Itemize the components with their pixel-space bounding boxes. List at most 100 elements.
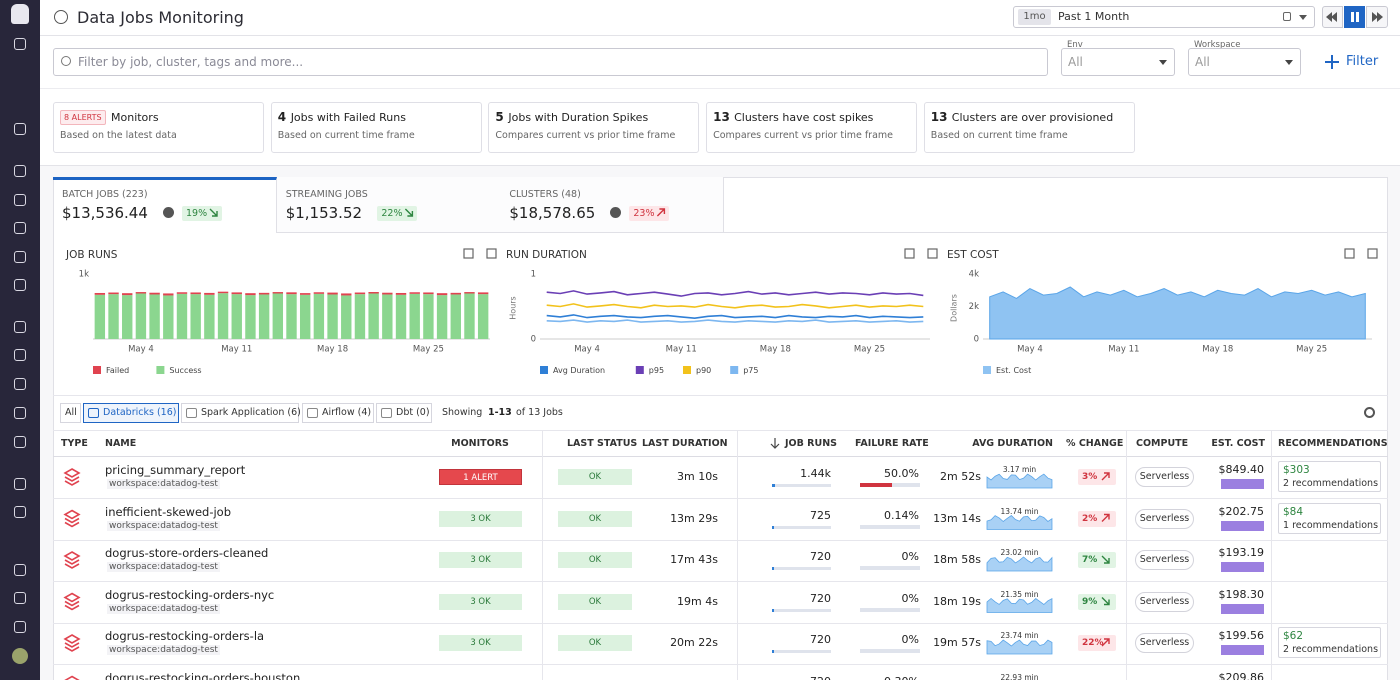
pause-button[interactable]: [1344, 6, 1365, 28]
page-title: Data Jobs Monitoring: [77, 8, 244, 27]
sidebar-icon: [14, 564, 26, 576]
runs-bar-fill: [772, 609, 774, 612]
summary-card[interactable]: [706, 102, 917, 153]
search-icon: [61, 56, 71, 66]
job-name[interactable]: pricing_summary_report: [105, 463, 245, 477]
recommendation-text: 1 recommendations: [1283, 520, 1378, 531]
time-badge: 1mo: [1018, 9, 1051, 25]
column-header[interactable]: LAST STATUS: [567, 438, 637, 449]
caret: [1159, 60, 1167, 65]
failure-bar: [860, 649, 920, 653]
column-header[interactable]: TYPE: [61, 438, 88, 449]
row-rule: [53, 664, 1388, 665]
sidebar-icon: [14, 506, 26, 518]
sidebar-icon: [14, 251, 26, 263]
card-title: Monitors: [111, 111, 159, 124]
sparkline-label: 23.02 min: [987, 548, 1052, 557]
select-value: All: [1068, 55, 1083, 69]
rewind-button[interactable]: [1322, 6, 1343, 28]
job-runs: 720: [740, 592, 831, 605]
pin-icon: [1283, 12, 1291, 21]
sidebar-icon: [14, 621, 26, 633]
column-header[interactable]: % CHANGE: [1066, 438, 1123, 449]
column-header[interactable]: FAILURE RATE: [855, 438, 929, 449]
showing-text: Showing: [442, 407, 482, 418]
sidebar-icon: [14, 407, 26, 419]
filters-rule: [40, 88, 1400, 89]
sidebar-icon: [14, 279, 26, 291]
table-rule: [53, 430, 1388, 431]
failure-rate: 0%: [840, 592, 919, 605]
failure-bar-fill: [860, 483, 892, 487]
summary-card[interactable]: [488, 102, 699, 153]
workspace-tag: workspace:datadog-test: [107, 479, 220, 489]
tab-label: BATCH JOBS (223): [62, 189, 148, 200]
est-cost: $202.75: [1190, 505, 1264, 518]
column-header[interactable]: LAST DURATION: [642, 438, 728, 449]
avg-duration: 2m 52s: [920, 470, 981, 483]
recommendation-text: 2 recommendations: [1283, 644, 1378, 655]
column-header[interactable]: JOB RUNS: [785, 438, 837, 449]
job-name[interactable]: inefficient-skewed-job: [105, 505, 231, 519]
est-cost: $198.30: [1190, 588, 1264, 601]
card-subtitle: Based on current time frame: [278, 130, 415, 141]
failure-bar: [860, 525, 920, 529]
recommendation-text: 2 recommendations: [1283, 478, 1378, 489]
job-runs: 1.44k: [740, 467, 831, 480]
tab-value: $13,536.44: [62, 204, 148, 222]
compute-pill: Serverless: [1135, 509, 1194, 529]
monitor-badge: 3 OK: [439, 635, 522, 651]
filter-tab-label: Databricks (16): [103, 407, 176, 418]
last-duration: 19m 4s: [620, 595, 718, 608]
header-rule: [53, 456, 1388, 457]
avg-duration: 13m 14s: [920, 512, 981, 525]
change-badge: 22%: [377, 206, 417, 221]
column-header[interactable]: NAME: [105, 438, 136, 449]
card-subtitle: Compares current vs prior time frame: [495, 130, 675, 141]
row-rule: [53, 498, 1388, 499]
settings-icon[interactable]: [1364, 407, 1375, 418]
column-header[interactable]: RECOMMENDATIONS: [1278, 438, 1388, 449]
header-icon: [54, 10, 68, 24]
forward-button[interactable]: [1366, 6, 1388, 28]
column-header[interactable]: MONITORS: [420, 438, 540, 449]
avatar: [12, 648, 28, 664]
job-name[interactable]: dogrus-store-orders-cleaned: [105, 546, 268, 560]
time-range: Past 1 Month: [1058, 10, 1129, 23]
recommendation-amount: $84: [1283, 506, 1303, 518]
column-divider: [1126, 431, 1127, 680]
failure-rate: 50.0%: [840, 467, 919, 480]
compute-pill: Serverless: [1135, 467, 1194, 487]
column-header[interactable]: EST. COST: [1145, 438, 1265, 449]
sidebar-icon: [14, 222, 26, 234]
sparkline-label: 3.17 min: [987, 465, 1052, 474]
filter-tab-label: Airflow (4): [322, 407, 371, 418]
charts-rule: [53, 395, 1388, 396]
recommendation-amount: $62: [1283, 630, 1303, 642]
job-runs: 720: [740, 633, 831, 646]
card-subtitle: Based on current time frame: [931, 130, 1068, 141]
job-name[interactable]: dogrus-restocking-orders-la: [105, 629, 264, 643]
runs-bar: [772, 609, 831, 612]
alert-badge: 8 ALERTS: [60, 110, 106, 125]
job-name[interactable]: dogrus-restocking-orders-houston: [105, 671, 300, 680]
sidebar-icon: [14, 436, 26, 448]
card-title: Jobs with Duration Spikes: [508, 111, 648, 124]
change-badge: 23%: [629, 206, 669, 221]
summary-card[interactable]: [271, 102, 482, 153]
failure-rate: 0.14%: [840, 509, 919, 522]
avg-duration: 18m 19s: [920, 595, 981, 608]
runs-bar-fill: [772, 526, 774, 529]
column-header[interactable]: AVG DURATION: [933, 438, 1053, 449]
job-name[interactable]: dogrus-restocking-orders-nyc: [105, 588, 274, 602]
recommendation-amount: $303: [1283, 464, 1310, 476]
showing-range: 1-13: [488, 407, 512, 418]
monitor-badge: 3 OK: [439, 594, 522, 610]
logo: [11, 4, 29, 24]
est-cost: $849.40: [1190, 463, 1264, 476]
workspace-tag: workspace:datadog-test: [107, 645, 220, 655]
row-rule: [53, 581, 1388, 582]
summary-card[interactable]: [924, 102, 1135, 153]
filter-button[interactable]: Filter: [1346, 54, 1378, 69]
sidebar-icon: [14, 349, 26, 361]
